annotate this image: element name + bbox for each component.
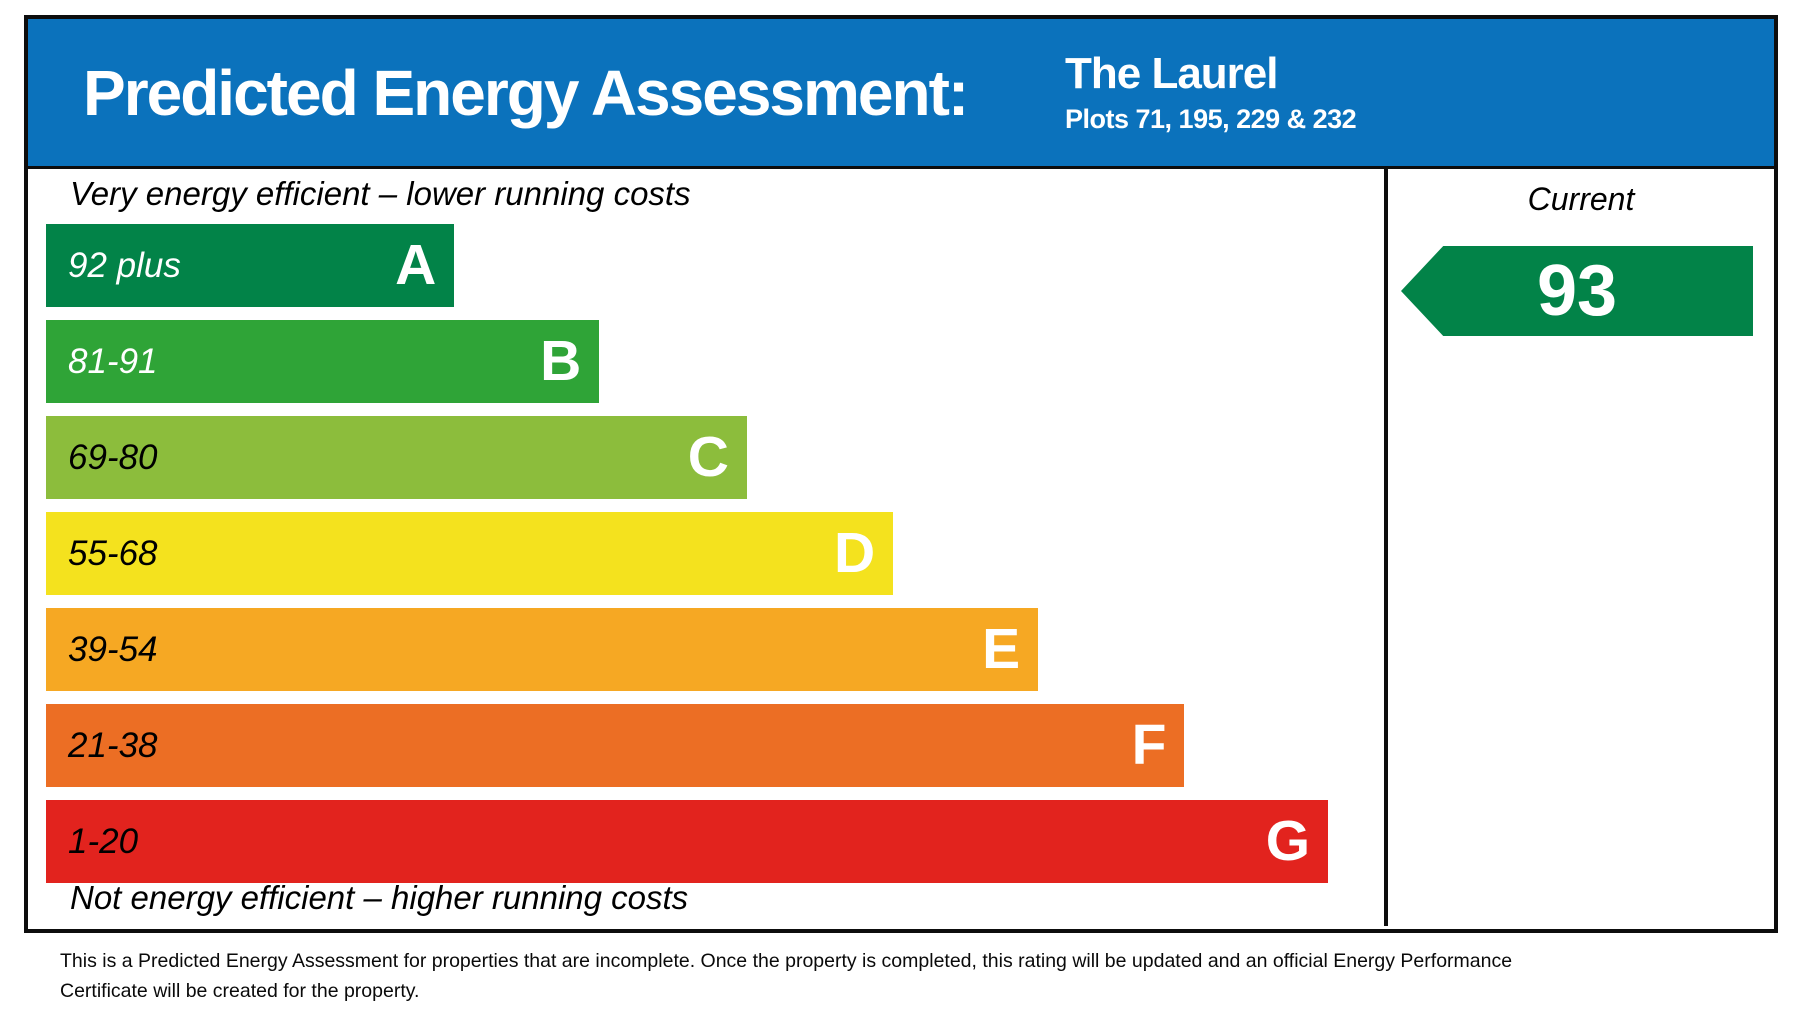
chart-body: Very energy efficient – lower running co… xyxy=(28,169,1774,926)
band-range-label: 21-38 xyxy=(68,725,158,765)
band-letter: E xyxy=(982,617,1021,681)
band-range-label: 92 plus xyxy=(68,245,181,285)
band-letter: C xyxy=(687,425,729,489)
band-range-label: 1-20 xyxy=(68,821,139,861)
property-plots: Plots 71, 195, 229 & 232 xyxy=(1065,103,1357,134)
current-rating-arrow: 93 xyxy=(1401,246,1753,336)
epc-bands: 92 plus A 81-91 B 69-80 C 55-68 D 39-54 E 21-38 F 1-… xyxy=(46,224,1376,896)
band-letter: F xyxy=(1131,713,1167,777)
epc-band-row-G: 1-20 G xyxy=(46,800,1329,883)
epc-band-row-C: 69-80 C xyxy=(46,416,747,499)
band-range-label: 55-68 xyxy=(68,533,158,573)
header-bar: Predicted Energy Assessment: The Laurel … xyxy=(28,19,1774,169)
property-name: The Laurel xyxy=(1065,49,1279,99)
disclaimer-text: This is a Predicted Energy Assessment fo… xyxy=(60,950,1513,1002)
band-letter: A xyxy=(395,233,437,297)
band-range-label: 69-80 xyxy=(68,437,158,477)
top-caption: Very energy efficient – lower running co… xyxy=(70,175,691,212)
epc-certificate-frame: Predicted Energy Assessment: The Laurel … xyxy=(24,15,1778,933)
band-letter: G xyxy=(1265,809,1311,873)
rating-scale-column: Very energy efficient – lower running co… xyxy=(28,169,1388,926)
band-letter: D xyxy=(834,521,876,585)
epc-band-row-B: 81-91 B xyxy=(46,320,600,403)
current-column-label: Current xyxy=(1527,181,1635,217)
band-letter: B xyxy=(540,329,582,393)
epc-band-row-A: 92 plus A xyxy=(46,224,455,307)
epc-band-row-E: 39-54 E xyxy=(46,608,1039,691)
band-range-label: 39-54 xyxy=(68,629,158,669)
current-rating-value: 93 xyxy=(1536,251,1618,331)
bottom-caption: Not energy efficient – higher running co… xyxy=(70,879,689,916)
epc-band-row-F: 21-38 F xyxy=(46,704,1185,787)
epc-band-row-D: 55-68 D xyxy=(46,512,894,595)
band-range-label: 81-91 xyxy=(68,341,158,381)
current-rating-column: Current 93 xyxy=(1388,169,1774,926)
page-title: Predicted Energy Assessment: xyxy=(83,56,969,129)
property-block: The Laurel Plots 71, 195, 229 & 232 xyxy=(1065,19,1357,166)
